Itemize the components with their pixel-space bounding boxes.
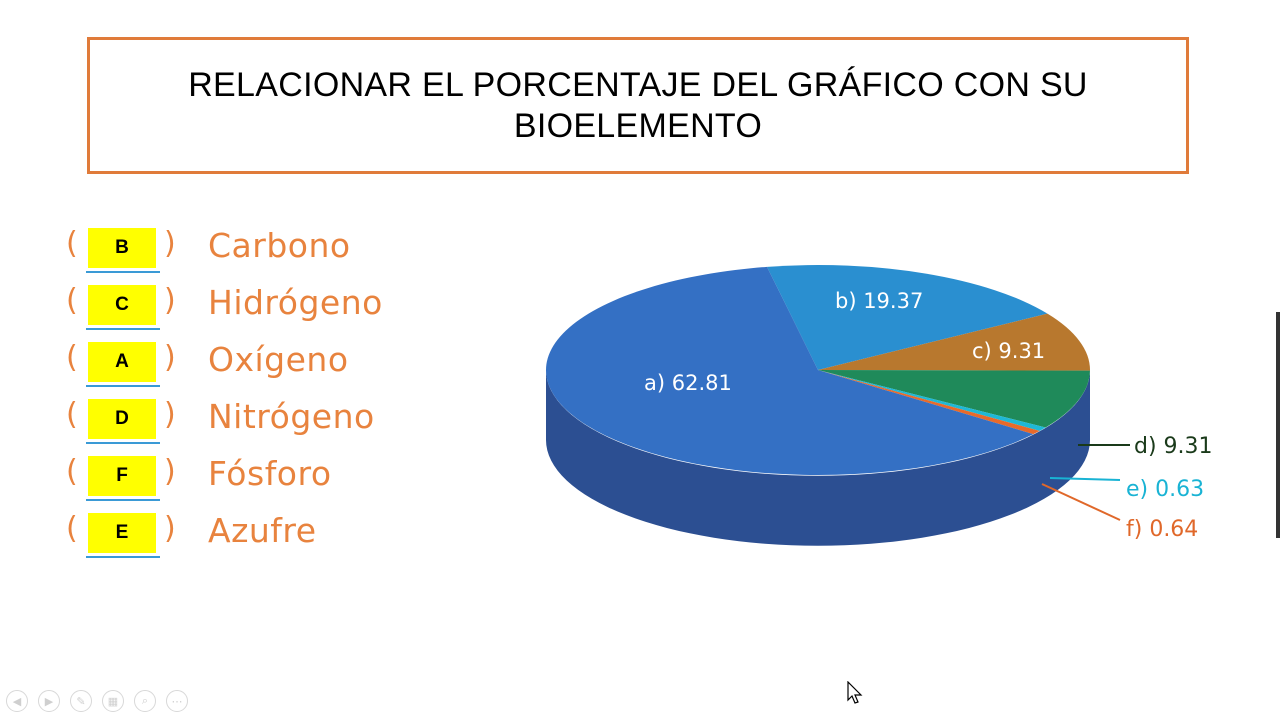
open-paren: ( bbox=[66, 397, 78, 432]
answer-box[interactable]: D bbox=[88, 399, 156, 439]
pie-chart: a) 62.81 b) 19.37 c) 9.31 d) 9.31 e) 0.6… bbox=[546, 265, 1213, 546]
element-label: Nitrógeno bbox=[208, 397, 375, 436]
edge-mark bbox=[1276, 312, 1280, 538]
zoom-icon[interactable]: ⌕ bbox=[134, 690, 156, 712]
answer-underline bbox=[86, 556, 160, 558]
answer-underline bbox=[86, 328, 160, 330]
forward-icon[interactable]: ▶ bbox=[38, 690, 60, 712]
close-paren: ) bbox=[164, 283, 176, 318]
match-row: ( A) Oxígeno bbox=[66, 336, 426, 393]
label-e: e) 0.63 bbox=[1126, 477, 1204, 502]
answer-box[interactable]: A bbox=[88, 342, 156, 382]
presentation-toolbar: ◀ ▶ ✎ ▦ ⌕ ⋯ bbox=[6, 690, 188, 712]
answer-underline bbox=[86, 499, 160, 501]
pen-icon[interactable]: ✎ bbox=[70, 690, 92, 712]
open-paren: ( bbox=[66, 340, 78, 375]
more-icon[interactable]: ⋯ bbox=[166, 690, 188, 712]
answer-underline bbox=[86, 385, 160, 387]
pie-slice bbox=[546, 266, 1034, 475]
answer-box[interactable]: B bbox=[88, 228, 156, 268]
pie-slice bbox=[818, 370, 1046, 431]
label-f: f) 0.64 bbox=[1126, 517, 1198, 542]
match-row: ( C) Hidrógeno bbox=[66, 279, 426, 336]
mouse-cursor-icon bbox=[847, 681, 863, 704]
close-paren: ) bbox=[164, 397, 176, 432]
pie-slice bbox=[818, 313, 1090, 371]
open-paren: ( bbox=[66, 511, 78, 546]
match-row: ( D) Nitrógeno bbox=[66, 393, 426, 450]
element-label: Azufre bbox=[208, 511, 317, 550]
open-paren: ( bbox=[66, 454, 78, 489]
answer-box[interactable]: F bbox=[88, 456, 156, 496]
page-title: RELACIONAR EL PORCENTAJE DEL GRÁFICO CON… bbox=[188, 65, 1088, 145]
match-row: ( F) Fósforo bbox=[66, 450, 426, 507]
leader-f bbox=[1041, 483, 1121, 521]
answer-box[interactable]: C bbox=[88, 285, 156, 325]
open-paren: ( bbox=[66, 226, 78, 261]
element-label: Oxígeno bbox=[208, 340, 349, 379]
label-b: b) 19.37 bbox=[835, 289, 923, 313]
element-label: Hidrógeno bbox=[208, 283, 383, 322]
match-row: ( E) Azufre bbox=[66, 507, 426, 564]
leader-e bbox=[1049, 477, 1121, 481]
answer-underline bbox=[86, 442, 160, 444]
label-a: a) 62.81 bbox=[644, 371, 732, 395]
close-paren: ) bbox=[164, 226, 176, 261]
slides-icon[interactable]: ▦ bbox=[102, 690, 124, 712]
close-paren: ) bbox=[164, 511, 176, 546]
close-paren: ) bbox=[164, 454, 176, 489]
open-paren: ( bbox=[66, 283, 78, 318]
pie-slice bbox=[818, 370, 1040, 435]
title-box: RELACIONAR EL PORCENTAJE DEL GRÁFICO CON… bbox=[87, 37, 1189, 174]
pie-slice bbox=[818, 370, 1090, 428]
match-row: ( B) Carbono bbox=[66, 222, 426, 279]
label-c: c) 9.31 bbox=[972, 339, 1045, 363]
pie-side bbox=[546, 370, 1090, 546]
answer-box[interactable]: E bbox=[88, 513, 156, 553]
element-label: Carbono bbox=[208, 226, 351, 265]
answer-underline bbox=[86, 271, 160, 273]
label-d: d) 9.31 bbox=[1134, 434, 1213, 459]
pie-slice bbox=[767, 265, 1048, 370]
close-paren: ) bbox=[164, 340, 176, 375]
element-label: Fósforo bbox=[208, 454, 332, 493]
back-icon[interactable]: ◀ bbox=[6, 690, 28, 712]
